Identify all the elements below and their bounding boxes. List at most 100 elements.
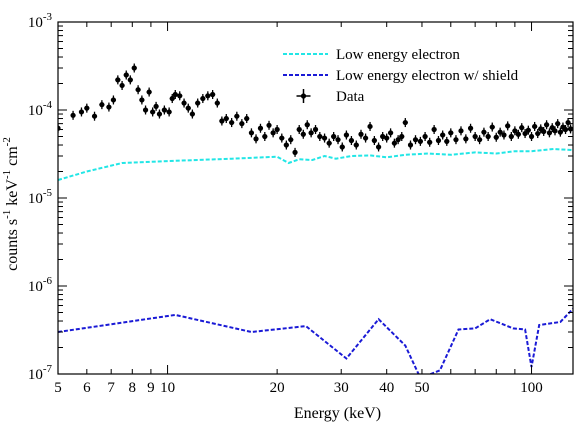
data-marker	[253, 136, 259, 142]
data-point	[435, 136, 442, 146]
data-marker	[139, 97, 145, 103]
data-marker	[195, 100, 201, 106]
series-line-1	[58, 308, 573, 374]
data-marker	[541, 128, 547, 135]
y-tick-exponent: -4	[43, 99, 53, 111]
data-marker	[292, 149, 298, 155]
data-point	[292, 147, 298, 157]
data-point	[150, 107, 156, 117]
data-marker	[343, 132, 350, 138]
data-point	[283, 140, 289, 150]
legend-marker	[300, 93, 307, 99]
x-tick-label: 9	[147, 380, 155, 396]
data-point	[543, 120, 550, 130]
data-marker	[412, 137, 419, 143]
data-marker	[123, 72, 129, 78]
data-point	[279, 133, 285, 143]
data-point	[146, 87, 152, 97]
data-marker	[508, 133, 514, 140]
data-marker	[106, 104, 112, 110]
data-point	[375, 142, 382, 152]
data-marker	[440, 132, 446, 138]
data-point	[195, 98, 201, 108]
data-point	[477, 135, 483, 145]
data-marker	[395, 137, 401, 143]
data-marker	[552, 128, 558, 134]
legend-label: Data	[336, 89, 365, 105]
data-point	[234, 111, 240, 121]
series-line-0	[58, 147, 573, 181]
data-point	[417, 136, 423, 146]
data-marker	[358, 131, 364, 137]
data-point	[528, 131, 535, 141]
data-point	[214, 98, 220, 108]
x-tick-label: 5	[54, 380, 62, 396]
data-point	[153, 101, 159, 111]
data-point	[440, 130, 446, 140]
data-marker	[119, 82, 125, 89]
data-point	[304, 120, 310, 130]
data-point	[172, 90, 178, 100]
data-marker	[422, 133, 428, 140]
data-marker	[481, 129, 487, 135]
data-marker	[185, 105, 191, 111]
y-tick-label: 10-6	[28, 275, 53, 295]
data-marker	[375, 144, 382, 150]
data-marker	[565, 119, 571, 126]
data-marker	[70, 112, 76, 118]
data-marker	[142, 107, 149, 113]
y-axis-title-part: cm	[4, 146, 21, 170]
data-marker	[512, 128, 518, 134]
data-marker	[477, 137, 483, 143]
legend-item: Data	[296, 89, 365, 105]
data-point	[407, 140, 414, 150]
x-tick-label: 20	[270, 380, 285, 396]
data-point	[467, 123, 474, 133]
data-marker	[279, 135, 285, 141]
data-point	[185, 103, 191, 113]
x-tick-label: 30	[334, 380, 349, 396]
data-point	[156, 109, 163, 119]
data-marker	[161, 107, 167, 113]
data-point	[266, 120, 272, 130]
data-marker	[331, 133, 337, 140]
data-point	[402, 118, 408, 128]
legend-label: Low energy electron	[336, 47, 460, 63]
data-point	[343, 130, 350, 140]
data-point	[353, 140, 359, 150]
data-point	[274, 125, 280, 135]
data-marker	[177, 93, 183, 99]
data-point	[463, 134, 469, 144]
data-marker	[283, 142, 289, 148]
data-point	[262, 131, 268, 141]
data-marker	[458, 128, 464, 134]
data-marker	[497, 129, 503, 135]
data-marker	[485, 133, 491, 140]
data-marker	[339, 144, 345, 150]
data-marker	[153, 103, 159, 109]
data-marker	[555, 121, 561, 127]
legend-item: Low energy electron	[283, 47, 460, 63]
data-point	[535, 129, 541, 139]
data-marker	[169, 95, 175, 102]
legend-label: Low energy electron w/ shield	[336, 68, 519, 84]
x-tick-label: 100	[520, 380, 543, 396]
data-marker	[84, 105, 90, 111]
data-point	[512, 126, 518, 136]
data-point	[431, 125, 437, 135]
data-marker	[239, 121, 245, 127]
data-point	[312, 125, 319, 135]
data-point	[177, 91, 183, 101]
data-marker	[127, 77, 133, 83]
data-point	[169, 94, 175, 104]
data-marker	[431, 126, 437, 133]
data-marker	[91, 113, 98, 119]
data-marker	[266, 122, 272, 128]
data-marker	[335, 137, 341, 143]
data-marker	[448, 130, 454, 136]
data-marker	[417, 138, 423, 144]
legend: Low energy electron Low energy electron w…	[283, 47, 519, 105]
data-marker	[380, 133, 386, 140]
